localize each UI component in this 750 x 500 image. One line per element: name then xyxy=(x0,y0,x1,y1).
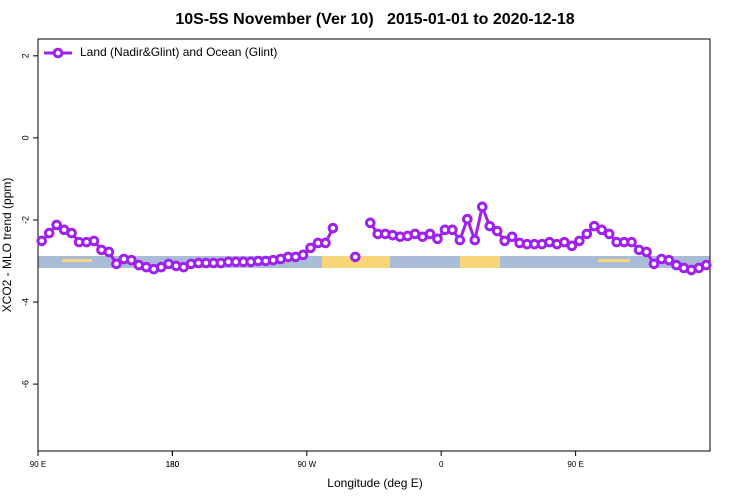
land-strip xyxy=(598,259,630,262)
chart-title: 10S-5S November (Ver 10) 2015-01-01 to 2… xyxy=(175,11,574,28)
data-point xyxy=(305,242,316,254)
data-point xyxy=(484,220,496,232)
data-point xyxy=(700,259,712,271)
data-point xyxy=(126,254,137,266)
data-point xyxy=(454,234,466,246)
data-point xyxy=(364,217,376,229)
x-tick-label: 180 xyxy=(166,460,180,469)
data-point xyxy=(320,237,331,249)
data-point xyxy=(327,222,339,234)
data-point xyxy=(506,231,518,243)
data-point xyxy=(581,228,593,240)
data-point xyxy=(663,254,675,266)
data-point xyxy=(36,235,48,247)
data-point xyxy=(111,258,122,270)
x-tick-label: 90 W xyxy=(297,460,316,469)
data-point xyxy=(43,227,55,239)
x-tick-label: 90 E xyxy=(567,460,583,469)
data-point xyxy=(491,225,503,237)
data-point xyxy=(66,227,77,239)
data-point xyxy=(566,240,578,252)
y-tick-label: -6 xyxy=(20,380,30,388)
y-tick-label: 2 xyxy=(20,53,30,58)
data-point xyxy=(574,235,585,247)
y-axis-label: XCO2 - MLO trend (ppm) xyxy=(0,178,14,313)
y-tick-label: -4 xyxy=(20,298,30,306)
data-point xyxy=(476,201,488,213)
x-axis-label: Longitude (deg E) xyxy=(327,476,422,490)
y-tick-label: 0 xyxy=(20,135,30,140)
data-point xyxy=(626,236,637,248)
plot-frame xyxy=(37,38,711,452)
x-tick-label: 0 xyxy=(439,460,444,469)
data-point xyxy=(469,234,481,246)
y-tick-label: -2 xyxy=(20,216,30,224)
x-tick-label: 90 E xyxy=(30,460,46,469)
legend-label: Land (Nadir&Glint) and Ocean (Glint) xyxy=(80,45,277,59)
x-tick-label: 180 xyxy=(166,460,180,469)
data-point xyxy=(88,235,100,247)
data-point xyxy=(641,246,652,258)
legend-marker xyxy=(52,47,64,59)
data-point xyxy=(648,258,660,270)
data-point xyxy=(499,235,510,247)
data-point xyxy=(603,228,615,240)
data-point xyxy=(51,219,62,231)
land-strip xyxy=(460,256,500,268)
data-point xyxy=(447,224,458,236)
data-point xyxy=(424,228,436,240)
data-point xyxy=(350,251,361,263)
data-point xyxy=(596,224,608,236)
land-strip xyxy=(62,259,92,262)
data-point xyxy=(462,213,473,225)
data-point xyxy=(297,249,309,261)
data-point xyxy=(432,233,443,245)
data-point xyxy=(103,246,115,258)
